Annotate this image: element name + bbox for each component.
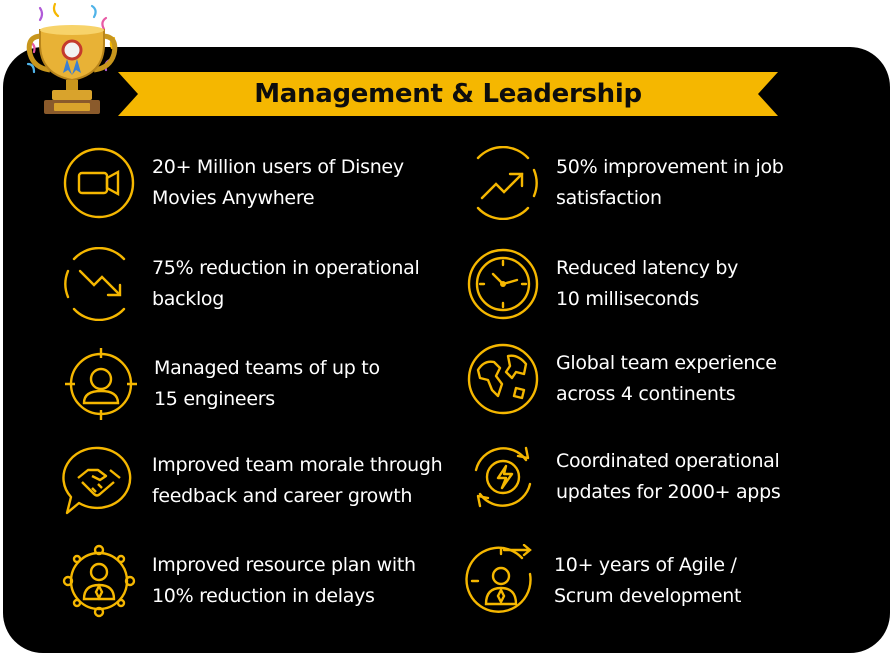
title-banner [118, 72, 778, 116]
achievement-item: Coordinated operational updates for 2000+… [466, 440, 781, 514]
achievement-item: 75% reduction in operational backlog [62, 247, 420, 321]
trophy-icon [26, 2, 118, 114]
achievements-panel [3, 47, 890, 653]
achievement-text: Global team experience across 4 continent… [556, 352, 777, 405]
trend-up-icon [476, 146, 538, 220]
achievement-text: 20+ Million users of Disney Movies Anywhe… [152, 156, 404, 209]
clock-icon [467, 248, 539, 320]
achievement-text: 50% improvement in job satisfaction [556, 156, 784, 209]
page-title: Management & Leadership [254, 79, 642, 109]
handshake-icon [62, 446, 132, 515]
achievement-text: Managed teams of up to 15 engineers [154, 357, 380, 410]
achievement-item: Improved team morale through feedback and… [62, 444, 443, 518]
network-person-icon [62, 544, 136, 618]
achievement-item: 10+ years of Agile / Scrum development [464, 544, 741, 618]
achievement-text: Improved team morale through feedback and… [152, 454, 443, 507]
achievement-item: Reduced latency by 10 milliseconds [466, 247, 738, 321]
achievement-text: 10+ years of Agile / Scrum development [554, 554, 742, 607]
achievement-item: 50% improvement in job satisfaction [466, 146, 784, 220]
globe-icon [467, 343, 539, 415]
achievement-item: 20+ Million users of Disney Movies Anywhe… [62, 146, 404, 220]
achievement-item: Global team experience across 4 continent… [466, 342, 777, 416]
achievement-item: Managed teams of up to 15 engineers [64, 347, 380, 421]
achievement-item: Improved resource plan with 10% reduction… [62, 544, 416, 618]
video-camera-icon [63, 147, 135, 219]
team-target-icon [65, 348, 137, 420]
trend-down-icon [64, 247, 126, 321]
stopwatch-person-icon [465, 544, 532, 613]
achievement-text: Improved resource plan with 10% reduction… [152, 554, 416, 607]
achievement-text: Reduced latency by 10 milliseconds [556, 257, 739, 310]
refresh-bolt-icon [474, 446, 532, 508]
achievement-text: Coordinated operational updates for 2000+… [556, 450, 781, 503]
achievement-text: 75% reduction in operational backlog [152, 257, 420, 310]
